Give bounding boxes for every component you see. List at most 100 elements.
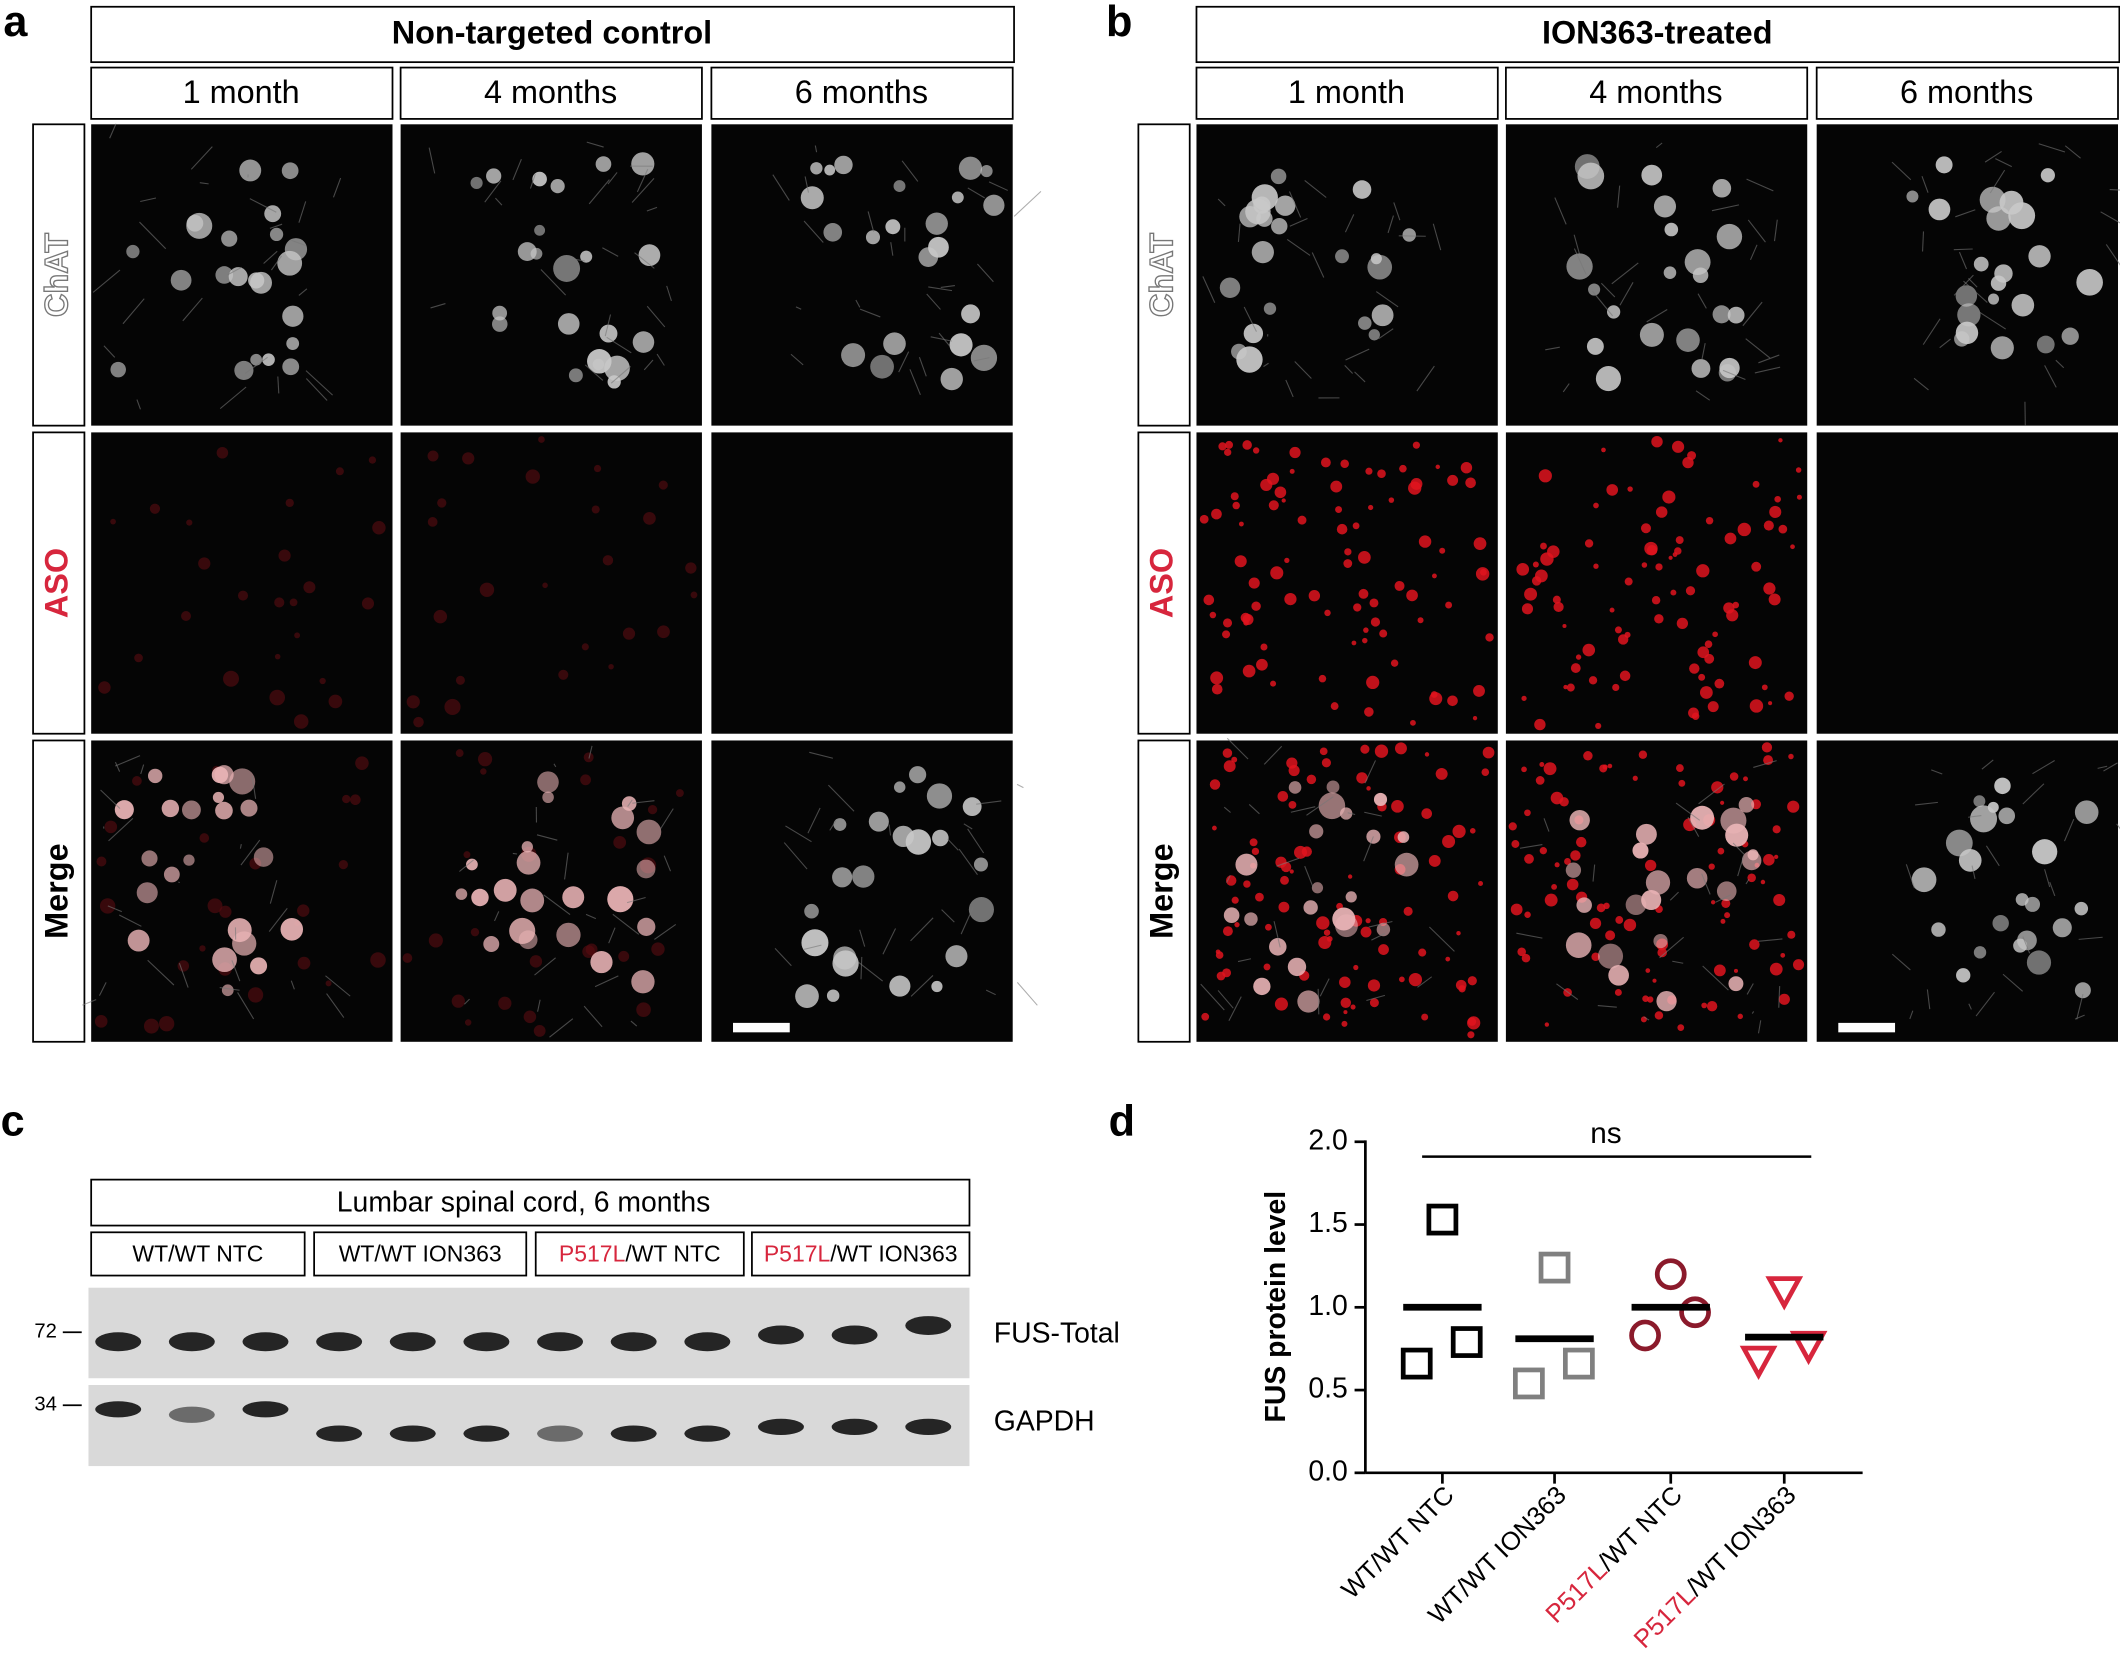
aso-dot xyxy=(1707,701,1719,713)
aso-dot xyxy=(1521,603,1534,615)
aso-dot xyxy=(1319,747,1328,756)
aso-dot xyxy=(1421,808,1433,819)
neurite xyxy=(1695,390,1711,401)
aso-dot xyxy=(1234,555,1247,568)
row-label: Merge xyxy=(1144,843,1180,938)
neuron xyxy=(599,324,618,343)
aso-dot xyxy=(427,450,439,462)
neurite xyxy=(107,905,123,913)
title-box xyxy=(90,5,1015,64)
aso-dot xyxy=(643,511,656,525)
neurite xyxy=(1592,864,1596,882)
neuron xyxy=(1244,912,1258,926)
aso-dot xyxy=(1566,878,1579,891)
neurite xyxy=(305,370,333,396)
blot-band xyxy=(905,1418,952,1435)
neuron xyxy=(1595,366,1621,392)
neurite xyxy=(988,181,1008,191)
neuron xyxy=(282,305,304,327)
aso-dot xyxy=(1609,607,1615,613)
blot-band xyxy=(758,1325,804,1345)
image-bg xyxy=(711,432,1013,734)
neuron xyxy=(212,947,237,973)
neurite xyxy=(940,285,955,288)
neuron xyxy=(636,859,656,879)
neurite xyxy=(1597,1005,1617,1008)
neurite xyxy=(890,242,894,256)
neuron xyxy=(1376,922,1391,937)
neuron xyxy=(136,882,158,904)
neurite xyxy=(1371,933,1386,941)
neuron xyxy=(1653,195,1677,218)
neuron xyxy=(1326,780,1340,794)
aso-dot xyxy=(1360,744,1370,754)
neurite xyxy=(178,962,189,988)
aso-dot xyxy=(1418,948,1427,957)
neurite xyxy=(2022,936,2031,954)
neuron xyxy=(637,917,656,936)
aso-dot xyxy=(558,669,569,680)
neuron xyxy=(1402,228,1416,242)
neurite xyxy=(1429,926,1455,952)
aso-dot xyxy=(1340,997,1352,1008)
aso-dot xyxy=(1511,840,1520,848)
row-box xyxy=(1137,123,1191,427)
neurite xyxy=(1554,197,1567,225)
group-label-part: /WT NTC xyxy=(625,1240,720,1266)
aso-dot xyxy=(1343,1010,1348,1015)
aso-dot xyxy=(1421,1013,1429,1021)
neuron xyxy=(483,936,500,952)
aso-dot xyxy=(1341,1020,1348,1027)
aso-dot xyxy=(685,562,697,574)
neurite xyxy=(536,834,558,841)
aso-dot xyxy=(274,653,281,660)
aso-dot xyxy=(1570,663,1581,673)
neurite xyxy=(1311,252,1325,278)
aso-dot xyxy=(1768,701,1773,706)
point xyxy=(1629,1319,1661,1352)
aso-dot xyxy=(1624,577,1633,586)
aso-dot xyxy=(149,503,161,514)
neurite xyxy=(1989,169,2006,194)
aso-dot xyxy=(1248,577,1260,589)
aso-dot xyxy=(1201,1012,1210,1021)
neuron xyxy=(1641,164,1663,186)
neurite xyxy=(1289,218,1308,227)
neuron xyxy=(239,159,262,182)
aso-dot xyxy=(658,480,668,490)
aso-dot xyxy=(1288,764,1300,777)
neuron xyxy=(832,867,853,888)
micrograph xyxy=(711,124,1042,426)
aso-dot xyxy=(1469,828,1476,834)
neurite xyxy=(607,172,618,185)
neurite xyxy=(1745,338,1771,359)
row-box xyxy=(32,123,86,427)
neurite xyxy=(814,145,818,153)
row-box xyxy=(32,739,86,1043)
neuron xyxy=(1994,777,2011,795)
aso-dot xyxy=(651,942,665,956)
neurite xyxy=(2103,762,2118,772)
aso-dot xyxy=(1582,643,1596,657)
aso-dot xyxy=(1588,676,1598,685)
neuron xyxy=(1239,205,1261,228)
panel-letter: c xyxy=(1,1098,25,1146)
neurite xyxy=(772,174,790,201)
neuron xyxy=(517,242,537,262)
aso-dot xyxy=(1465,477,1476,489)
neuron xyxy=(1256,210,1273,227)
neuron xyxy=(1641,889,1662,911)
aso-dot xyxy=(1458,985,1466,993)
aso-dot xyxy=(1655,506,1668,518)
aso-dot xyxy=(1482,746,1495,759)
neuron xyxy=(1747,849,1759,861)
neurite xyxy=(909,369,921,396)
aso-dot xyxy=(1596,903,1606,913)
neuron xyxy=(1270,168,1287,185)
aso-dot xyxy=(355,756,369,770)
column-box xyxy=(1195,66,1499,120)
aso-dot xyxy=(533,1024,546,1037)
neuron xyxy=(1345,891,1357,903)
neurite xyxy=(631,178,655,203)
row-label: ChAT xyxy=(1144,233,1180,317)
